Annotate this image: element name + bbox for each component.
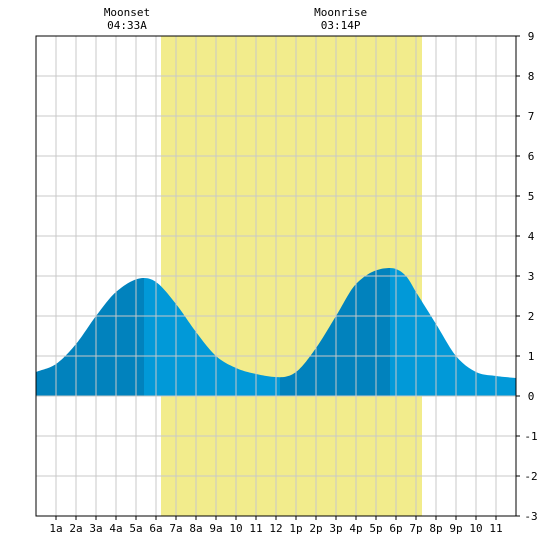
- x-tick-label: 2p: [309, 522, 322, 535]
- x-tick-label: 2a: [69, 522, 82, 535]
- x-tick-label: 8a: [189, 522, 202, 535]
- x-tick-label: 7p: [409, 522, 422, 535]
- x-tick-label: 6a: [149, 522, 162, 535]
- tide-area: [36, 268, 516, 396]
- y-tick-label: -1: [524, 430, 537, 443]
- y-tick-label: 6: [528, 150, 535, 163]
- x-tick-label: 8p: [429, 522, 442, 535]
- x-tick-label: 4p: [349, 522, 362, 535]
- x-tick-label: 7a: [169, 522, 182, 535]
- moon-event-time: 03:14P: [321, 19, 361, 32]
- x-tick-label: 9a: [209, 522, 222, 535]
- x-tick-label: 11: [249, 522, 262, 535]
- y-axis: -3 -2 -1 0 1 2 3 4 5 6 7 8 9: [516, 30, 538, 523]
- y-tick-label: 5: [528, 190, 535, 203]
- x-tick-label: 3a: [89, 522, 102, 535]
- x-tick-label: 10: [229, 522, 242, 535]
- x-tick-label: 1a: [49, 522, 62, 535]
- y-tick-label: 8: [528, 70, 535, 83]
- moon-event-label: Moonset: [104, 6, 150, 19]
- x-tick-label: 6p: [389, 522, 402, 535]
- x-axis: 1a 2a 3a 4a 5a 6a 7a 8a 9a 10 11 12 1p 2p 3p 4p 5p 6p 7p 8p…: [49, 516, 503, 535]
- x-tick-label: 3p: [329, 522, 342, 535]
- x-tick-label: 9p: [449, 522, 462, 535]
- y-tick-label: 0: [528, 390, 535, 403]
- grid-lines: [36, 36, 516, 516]
- moon-event-time: 04:33A: [107, 19, 147, 32]
- rising-tide-segment: [280, 268, 390, 396]
- y-tick-label: 2: [528, 310, 535, 323]
- y-tick-label: 1: [528, 350, 535, 363]
- y-tick-label: 7: [528, 110, 535, 123]
- y-tick-label: 3: [528, 270, 535, 283]
- y-tick-label: -2: [524, 470, 537, 483]
- x-tick-label: 5a: [129, 522, 142, 535]
- moon-event-label: Moonrise: [314, 6, 367, 19]
- x-tick-label: 10: [469, 522, 482, 535]
- y-tick-label: -3: [524, 510, 537, 523]
- falling-tide-segment: [144, 278, 280, 396]
- x-tick-label: 12: [269, 522, 282, 535]
- x-tick-label: 5p: [369, 522, 382, 535]
- x-tick-label: 11: [489, 522, 502, 535]
- x-tick-label: 1p: [289, 522, 302, 535]
- x-tick-label: 4a: [109, 522, 122, 535]
- y-tick-label: 4: [528, 230, 535, 243]
- rising-tide-segment: [36, 278, 144, 396]
- y-tick-label: 9: [528, 30, 535, 43]
- falling-tide-segment: [390, 268, 516, 396]
